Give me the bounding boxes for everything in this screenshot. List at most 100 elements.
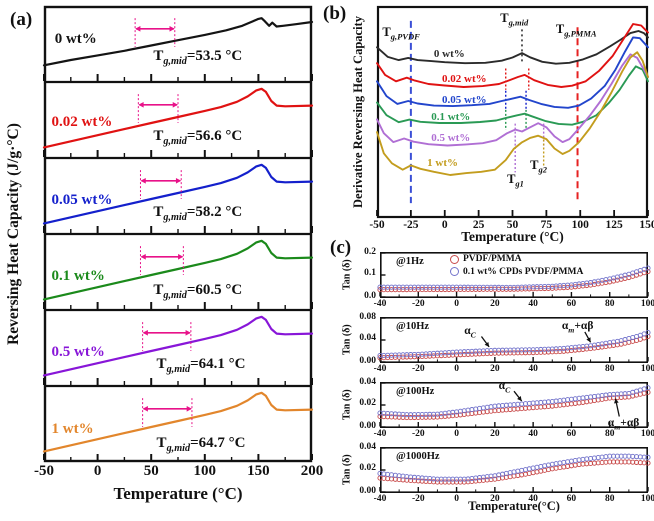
panel-c-y-tick: 0.02 [359, 463, 376, 473]
legend-label: PVDF/PMMA [463, 254, 522, 264]
panel-c-y-axis-title: Tan (δ) [341, 324, 353, 356]
relaxation-annotation-1-0: αC [464, 324, 476, 340]
panel-c-y-tick: 0.04 [359, 442, 376, 452]
tg-reference-label-1: Tg,mid [500, 10, 529, 28]
series-label: 0.02 wt% [442, 73, 487, 86]
frequency-label: @10Hz [396, 321, 430, 332]
sample-label: 0.1 wt% [51, 267, 105, 284]
frequency-label: @1Hz [396, 256, 424, 267]
panel-c-x-tick: 20 [490, 428, 500, 439]
frequency-label: @100Hz [396, 386, 435, 397]
panel-c-x-tick: -40 [373, 298, 387, 309]
panel-c-x-tick: 0 [454, 428, 459, 439]
legend-marker-icon [450, 254, 459, 264]
panel-c-x-tick: -20 [411, 493, 425, 504]
series-label: 0.1 wt% [431, 111, 471, 124]
tg-mid-value: Tg,mid=64.7 °C [156, 435, 246, 455]
panel-b-x-tick: 0 [441, 219, 448, 231]
tg-mid-value: Tg,mid=58.2 °C [153, 204, 243, 224]
panel-a-x-axis-title: Temperature (°C) [113, 484, 243, 503]
panel-c-x-tick: 100 [640, 428, 654, 439]
panel-c-x-tick: -20 [411, 428, 425, 439]
panel-b-x-tick: 75 [540, 219, 553, 231]
panel-c-y-tick: 0.00 [359, 486, 376, 496]
panel-c-y-tick: 0.08 [359, 312, 376, 322]
panel-c-subplot-2 [377, 317, 651, 364]
panel-c-x-tick: 60 [566, 493, 577, 504]
panel-b-plot [376, 5, 649, 219]
panel-c-x-tick: 20 [490, 493, 500, 504]
sample-label: 0.05 wt% [51, 191, 113, 208]
panel-c-subplot-3 [377, 382, 651, 429]
tg-reference-label-0: Tg,PVDF [382, 25, 420, 42]
panel-c-label: (c) [330, 237, 352, 258]
tg-extra-label-1: Tg2 [530, 157, 547, 175]
panel-c-subplot-1 [377, 252, 651, 299]
panel-c-x-tick: -40 [373, 493, 387, 504]
panel-a-label: (a) [10, 9, 33, 30]
panel-c-x-tick: 80 [604, 298, 615, 309]
panel-c-x-tick: 60 [566, 363, 577, 374]
tg-extra-label-0: Tg1 [507, 172, 524, 189]
panel-b-x-axis-title: Temperature (°C) [461, 229, 564, 244]
panel-b-x-tick: 25 [472, 219, 485, 231]
panel-c-y-tick: 0.02 [359, 398, 376, 408]
panel-c-x-tick: 80 [604, 493, 615, 504]
tg-reference-label-2: Tg,PMMA [555, 21, 597, 39]
panel-b-x-tick: 100 [571, 219, 589, 231]
sample-label: 0.02 wt% [51, 114, 113, 131]
panel-c-y-tick: 0.04 [359, 333, 376, 343]
panel-a-y-axis-title: Reversing Heat Capacity (J/g·°C) [4, 123, 22, 345]
panel-c-x-tick: 100 [640, 298, 654, 309]
panel-b-x-tick: 50 [506, 219, 519, 231]
panel-c-y-tick: 0.00 [359, 356, 376, 366]
panel-c-x-axis-title: Temperature(°C) [468, 499, 560, 513]
panel-c-subplot-4 [377, 447, 651, 494]
panel-c-x-tick: 40 [528, 493, 538, 504]
panel-a-x-tick: 200 [300, 463, 324, 479]
panel-b-x-tick: 150 [639, 219, 654, 231]
panel-c-y-tick: 0.00 [359, 421, 376, 431]
panel-c-x-tick: 100 [640, 363, 654, 374]
panel-c-x-tick: 60 [566, 298, 577, 309]
tg-mid-value: Tg,mid=53.5 °C [153, 47, 243, 67]
relaxation-annotation-1-1: αm+αβ [561, 320, 594, 335]
sample-label: 1 wt% [51, 421, 94, 438]
panel-c-y-tick: 0.1 [364, 268, 376, 278]
panel-b-label: (b) [323, 3, 347, 24]
panel-c-x-tick: -20 [411, 298, 425, 309]
panel-c-y-axis-title: Tan (δ) [341, 454, 353, 486]
legend-label: 0.1 wt% CPDs PVDF/PMMA [463, 266, 584, 277]
sample-label: 0.5 wt% [51, 343, 105, 360]
panel-b-x-tick: 125 [605, 219, 623, 231]
panel-c-x-tick: 0 [454, 493, 459, 504]
series-label: 0.5 wt% [431, 131, 471, 144]
legend-item-2: 0.1 wt% CPDs PVDF/PMMA [450, 267, 583, 277]
series-label: 1 wt% [427, 157, 458, 170]
panel-c-x-tick: -40 [373, 363, 387, 374]
panel-c-x-tick: 60 [566, 428, 577, 439]
legend-item-1: PVDF/PMMA [450, 254, 522, 264]
panel-c-x-tick: -40 [373, 428, 387, 439]
panel-c-x-tick: 100 [640, 493, 654, 504]
panel-c-y-tick: 0.0 [364, 291, 376, 301]
panel-a-x-tick: 50 [143, 463, 159, 479]
panel-c-x-tick: 40 [528, 428, 538, 439]
legend-marker-icon [450, 267, 459, 276]
panel-c-x-tick: 80 [604, 363, 615, 374]
relaxation-annotation-2-1: αm+αβ [607, 416, 640, 432]
panel-a-plot [42, 5, 314, 463]
sample-label: 0 wt% [54, 30, 97, 47]
panel-c-x-tick: 80 [604, 428, 615, 439]
relaxation-annotation-2-0: αC [498, 380, 511, 395]
panel-b-y-axis-title: Derivative Reversing Heat Capacity [350, 16, 365, 208]
panel-a-x-tick: 0 [93, 463, 102, 479]
panel-c-x-tick: 40 [528, 298, 538, 309]
series-label: 0.05 wt% [442, 94, 487, 107]
tg-mid-value: Tg,mid=60.5 °C [153, 281, 243, 301]
panel-a-x-tick: -50 [34, 463, 54, 479]
panel-c-x-tick: 40 [528, 363, 538, 374]
tg-mid-value: Tg,mid=56.6 °C [153, 128, 243, 148]
panel-c-y-axis-title: Tan (δ) [341, 259, 353, 291]
